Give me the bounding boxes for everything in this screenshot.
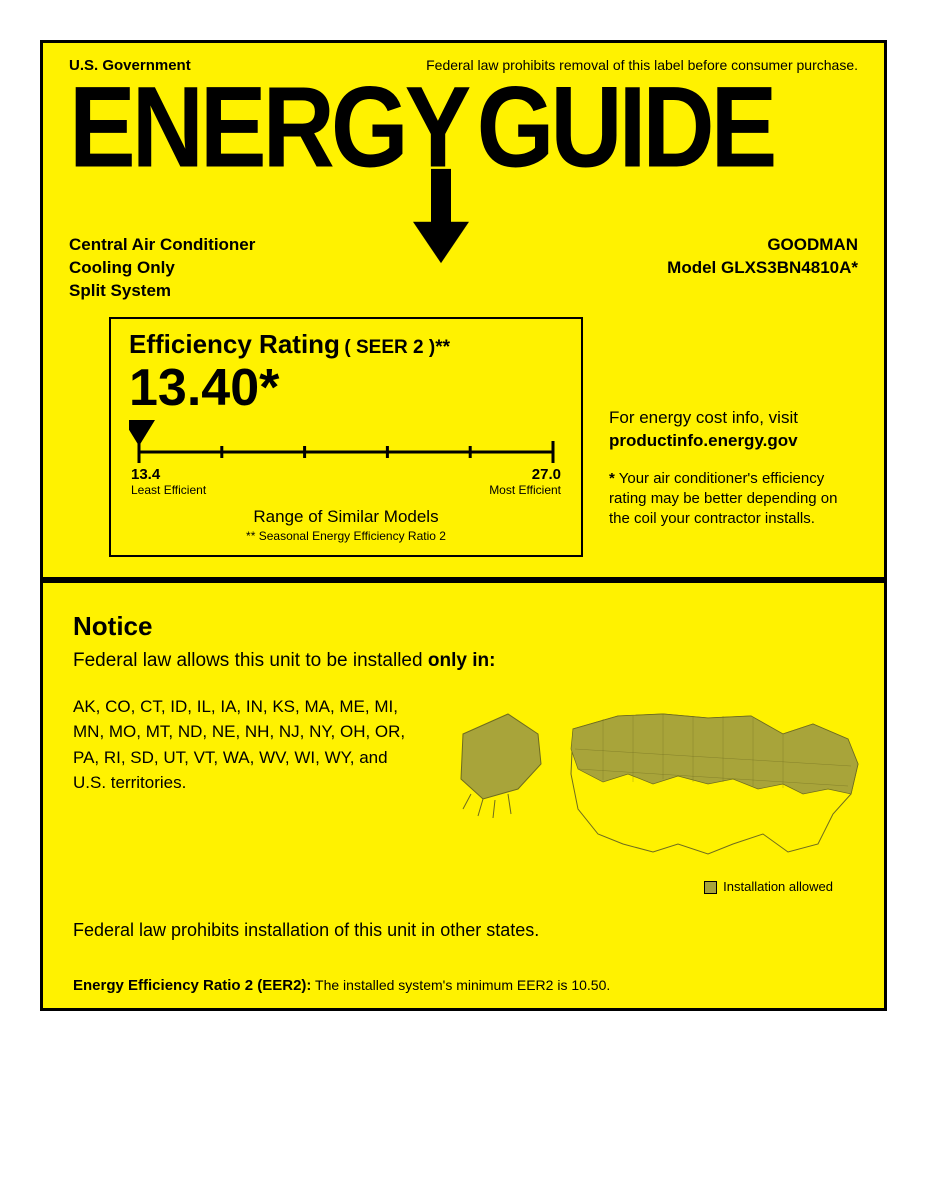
range-footnote: ** Seasonal Energy Efficiency Ratio 2 (129, 529, 563, 543)
product-line2: Cooling Only (69, 257, 255, 280)
legend-text: Installation allowed (723, 879, 833, 894)
scale-line-icon (129, 418, 563, 464)
map-legend: Installation allowed (453, 879, 873, 894)
product-line3: Split System (69, 280, 255, 303)
product-line1: Central Air Conditioner (69, 234, 255, 257)
brand: GOODMAN (667, 234, 858, 257)
info-line: For energy cost info, visit (609, 407, 858, 430)
notice-subtitle-pre: Federal law allows this unit to be insta… (73, 650, 428, 671)
scale-max-caption: Most Efficient (489, 483, 561, 497)
notice-subtitle: Federal law allows this unit to be insta… (73, 650, 854, 672)
asterisk-text: Your air conditioner's efficiency rating… (609, 470, 838, 528)
top-section: U.S. Government Federal law prohibits re… (43, 43, 884, 583)
eer-label: Energy Efficiency Ratio 2 (EER2): (73, 977, 311, 994)
side-text: For energy cost info, visit productinfo.… (609, 317, 858, 557)
eer-line: Energy Efficiency Ratio 2 (EER2): The in… (73, 977, 854, 994)
logo-left: ENERG (69, 70, 405, 185)
efficiency-scale: 13.4 27.0 Least Efficient Most Efficient (129, 418, 563, 497)
product-left: Central Air Conditioner Cooling Only Spl… (69, 234, 255, 303)
down-arrow-icon (409, 169, 473, 266)
efficiency-title: Efficiency Rating (129, 329, 340, 359)
range-caption: Range of Similar Models (129, 507, 563, 527)
notice-row: AK, CO, CT, ID, IL, IA, IN, KS, MA, ME, … (73, 694, 854, 894)
info-url: productinfo.energy.gov (609, 430, 858, 453)
energy-guide-label: U.S. Government Federal law prohibits re… (40, 40, 887, 1011)
asterisk-note: * Your air conditioner's efficiency rati… (609, 469, 858, 530)
scale-min-caption: Least Efficient (131, 483, 206, 497)
mid-row: Efficiency Rating ( SEER 2 )** 13.40* 13… (69, 317, 858, 557)
notice-subtitle-bold: only in: (428, 650, 496, 671)
map-wrap: Installation allowed (453, 694, 873, 894)
product-right: GOODMAN Model GLXS3BN4810A* (667, 234, 858, 303)
logo-right: GUIDE (477, 70, 774, 185)
model: Model GLXS3BN4810A* (667, 257, 858, 280)
eer-text: The installed system's minimum EER2 is 1… (311, 977, 610, 993)
prohibit-text: Federal law prohibits installation of th… (73, 920, 854, 941)
scale-min: 13.4 (131, 466, 160, 483)
legend-swatch-icon (704, 881, 717, 894)
efficiency-box: Efficiency Rating ( SEER 2 )** 13.40* 13… (109, 317, 583, 557)
efficiency-value: 13.40* (129, 362, 563, 414)
efficiency-subtitle: ( SEER 2 )** (344, 337, 450, 358)
bottom-section: Notice Federal law allows this unit to b… (43, 583, 884, 1008)
us-map-icon (453, 694, 873, 864)
energyguide-logo: ENERGY GUIDE (69, 70, 858, 230)
scale-max: 27.0 (532, 466, 561, 483)
states-list: AK, CO, CT, ID, IL, IA, IN, KS, MA, ME, … (73, 694, 423, 894)
notice-title: Notice (73, 611, 854, 642)
